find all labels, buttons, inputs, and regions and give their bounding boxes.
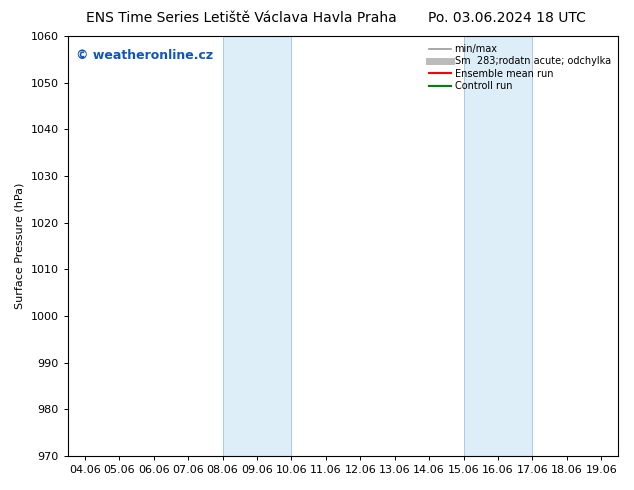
- Text: Po. 03.06.2024 18 UTC: Po. 03.06.2024 18 UTC: [428, 11, 586, 25]
- Text: © weatheronline.cz: © weatheronline.cz: [76, 49, 213, 62]
- Bar: [223, 36, 292, 456]
- Bar: [463, 36, 533, 456]
- Y-axis label: Surface Pressure (hPa): Surface Pressure (hPa): [15, 183, 25, 309]
- Text: ENS Time Series Letiště Václava Havla Praha: ENS Time Series Letiště Václava Havla Pr…: [86, 11, 396, 25]
- Legend: min/max, Sm  283;rodatn acute; odchylka, Ensemble mean run, Controll run: min/max, Sm 283;rodatn acute; odchylka, …: [427, 41, 614, 94]
